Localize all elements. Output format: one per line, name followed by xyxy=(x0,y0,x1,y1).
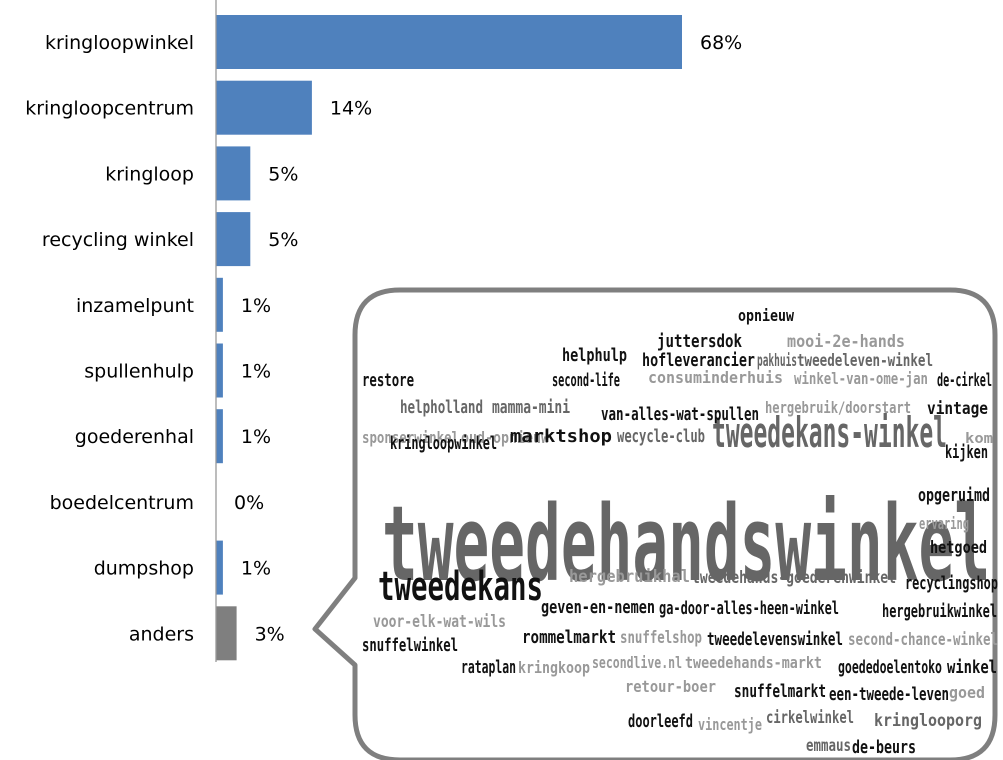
cloud-word: doorleefd xyxy=(628,711,693,732)
cloud-word: marktshop xyxy=(510,426,612,447)
cloud-word: restore xyxy=(362,370,414,391)
cloud-word: de-beurs xyxy=(852,737,916,758)
category-label: dumpshop xyxy=(94,558,194,580)
cloud-word: wecycle-club xyxy=(617,426,705,447)
bar-inzamelpunt xyxy=(216,278,223,332)
cloud-word: vincentje xyxy=(698,715,762,734)
cloud-word: winkel-van-ome-jan xyxy=(794,369,928,388)
cloud-word: rataplan xyxy=(461,657,516,678)
cloud-word: second-chance-winkel xyxy=(848,630,998,650)
category-label: spullenhulp xyxy=(84,361,194,383)
category-label: kringloop xyxy=(105,163,194,185)
bar-goederenhal xyxy=(216,409,223,463)
cloud-word: ga-door-alles-heen-winkel xyxy=(659,598,839,619)
cloud-word: opgeruimd xyxy=(918,485,990,506)
cloud-word: kringkoop xyxy=(518,658,590,677)
bar-anders xyxy=(216,606,237,660)
bar-recycling-winkel xyxy=(216,212,250,266)
cloud-word: opnieuw xyxy=(738,306,794,325)
cloud-word: helphulp xyxy=(562,345,627,366)
cloud-word: secondlive.nl xyxy=(592,653,682,672)
cloud-word: snuffelshop xyxy=(620,628,702,648)
value-label: 68% xyxy=(700,32,742,54)
cloud-word: consuminderhuis xyxy=(648,368,783,387)
cloud-word: second-life xyxy=(552,370,620,391)
cloud-word: hergebruikhal xyxy=(569,567,690,587)
cloud-word: tweedeleven-winkel xyxy=(797,351,933,371)
cloud-word: winkel xyxy=(947,657,997,678)
cloud-word: snuffelmarkt xyxy=(734,681,826,702)
value-label: 0% xyxy=(234,492,264,514)
value-label: 14% xyxy=(330,98,372,120)
bar-kringloopwinkel xyxy=(216,15,682,69)
cloud-word: juttersdok xyxy=(657,331,742,352)
cloud-word: goededoelentoko xyxy=(838,657,942,678)
value-label: 1% xyxy=(241,295,271,317)
cloud-word: hergebruik/doorstart xyxy=(765,398,911,417)
cloud-word: goed xyxy=(949,683,985,702)
value-label: 1% xyxy=(241,558,271,580)
cloud-word: hergebruikwinkel xyxy=(882,601,997,622)
cloud-word: hetgoed xyxy=(930,538,987,558)
bar-dumpshop xyxy=(216,541,223,595)
value-label: 3% xyxy=(255,623,285,645)
cloud-word: een-tweede-leven xyxy=(829,684,949,705)
cloud-word: mooi-2e-hands xyxy=(787,332,905,352)
cloud-word: de-cirkel xyxy=(937,370,992,391)
cloud-word: ervaring xyxy=(919,514,969,533)
bar-kringloop xyxy=(216,146,250,200)
category-label: inzamelpunt xyxy=(76,295,194,317)
cloud-word: kringlooporg xyxy=(874,711,982,731)
bar-kringloopcentrum xyxy=(216,81,312,135)
cloud-word: recyclingshop xyxy=(905,573,998,594)
cloud-word: vintage xyxy=(927,399,988,419)
cloud-word: tweedelevenswinkel xyxy=(707,629,843,650)
cloud-word: tweedehands-goederenwinkel xyxy=(692,568,896,588)
value-label: 5% xyxy=(268,229,298,251)
category-label: kringloopcentrum xyxy=(25,98,194,120)
cloud-word: helpholland xyxy=(400,397,483,418)
value-label: 5% xyxy=(268,163,298,185)
cloud-word: emmaus xyxy=(806,736,851,756)
cloud-word: geven-en-nemen xyxy=(541,597,655,618)
cloud-word: tweedehands-markt xyxy=(685,653,822,672)
cloud-word: rommelmarkt xyxy=(522,627,616,648)
cloud-word: mamma-mini xyxy=(492,397,570,418)
category-label: recycling winkel xyxy=(42,229,194,251)
cloud-word: tweedekans xyxy=(378,564,543,610)
category-label: anders xyxy=(129,623,194,645)
cloud-word: voor-elk-wat-wils xyxy=(373,612,506,632)
cloud-word: kringloopwinkel xyxy=(390,433,497,454)
category-label: kringloopwinkel xyxy=(45,32,194,54)
category-label: goederenhal xyxy=(75,426,194,448)
value-label: 1% xyxy=(241,361,271,383)
cloud-word: retour-boer xyxy=(625,677,716,696)
cloud-word: van-alles-wat-spullen xyxy=(601,404,759,425)
cloud-word: kijken xyxy=(945,442,988,463)
value-label: 1% xyxy=(241,426,271,448)
category-label: boedelcentrum xyxy=(50,492,194,514)
bar-spullenhulp xyxy=(216,344,223,398)
cloud-word: snuffelwinkel xyxy=(362,635,458,656)
cloud-word: cirkelwinkel xyxy=(766,708,854,728)
